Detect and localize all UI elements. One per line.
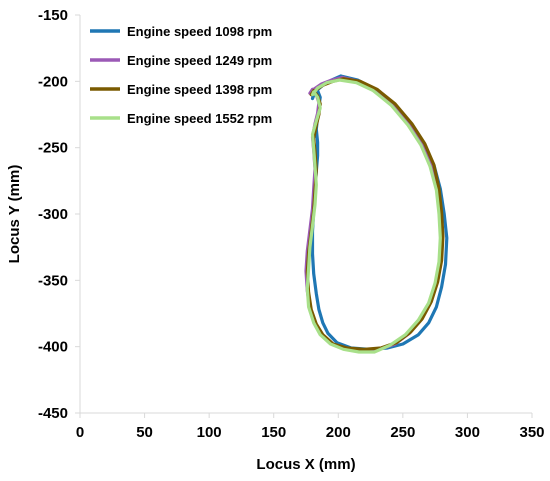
x-tick-label: 250 <box>390 424 415 441</box>
x-axis-title: Locus X (mm) <box>256 456 355 473</box>
x-tick-label: 200 <box>326 424 351 441</box>
y-tick-label: -200 <box>38 73 68 90</box>
series-layer <box>304 74 449 354</box>
legend-label: Engine speed 1552 rpm <box>127 111 272 126</box>
legend-label: Engine speed 1398 rpm <box>127 82 272 97</box>
y-tick-label: -400 <box>38 339 68 356</box>
chart-legend: Engine speed 1098 rpm Engine speed 1249 r… <box>90 24 272 126</box>
x-tick-label: 350 <box>519 424 544 441</box>
series-line-4 <box>305 78 442 354</box>
legend-label: Engine speed 1098 rpm <box>127 24 272 39</box>
chart-axes: 0 50 100 150 200 250 300 350 -150 -200 -250 -300 -35… <box>38 7 545 441</box>
series-line-2 <box>304 75 444 353</box>
y-tick-label: -450 <box>38 405 68 422</box>
x-tick-label: 0 <box>76 424 84 441</box>
y-tick-label: -150 <box>38 7 68 24</box>
x-tick-label: 300 <box>455 424 480 441</box>
x-tick-label: 150 <box>261 424 286 441</box>
legend-label: Engine speed 1249 rpm <box>127 53 272 68</box>
y-tick-label: -300 <box>38 206 68 223</box>
y-tick-label: -250 <box>38 140 68 157</box>
series-line-3 <box>305 77 445 351</box>
x-tick-label: 100 <box>197 424 222 441</box>
y-axis-title: Locus Y (mm) <box>6 165 23 264</box>
y-tick-label: -350 <box>38 272 68 289</box>
x-tick-label: 50 <box>136 424 153 441</box>
